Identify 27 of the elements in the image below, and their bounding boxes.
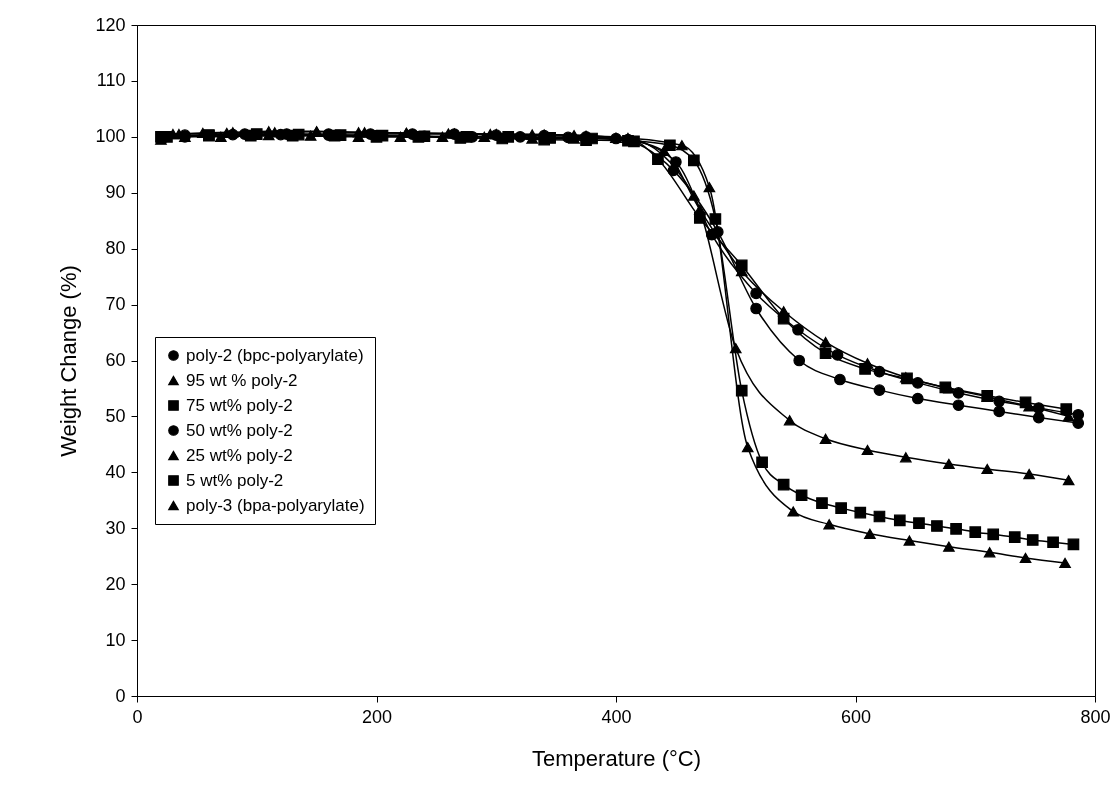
y-tick-label: 0 xyxy=(115,685,126,706)
x-tick-label: 0 xyxy=(132,706,143,727)
y-tick-label: 20 xyxy=(105,573,126,594)
legend-label: 75 wt% poly-2 xyxy=(186,395,293,415)
y-tick-label: 70 xyxy=(105,294,126,315)
x-tick-label: 400 xyxy=(601,706,632,727)
x-tick-label: 600 xyxy=(840,706,872,727)
y-axis-title: Weight Change (%) xyxy=(56,265,82,457)
x-tick-label: 200 xyxy=(361,706,393,727)
legend-label: 5 wt% poly-2 xyxy=(186,470,284,490)
legend-label: 50 wt% poly-2 xyxy=(186,420,293,440)
y-tick-label: 100 xyxy=(95,126,126,147)
y-tick-label: 10 xyxy=(105,629,126,650)
y-tick-label: 30 xyxy=(105,517,126,538)
legend-label: poly-3 (bpa-polyarylate) xyxy=(186,495,365,515)
y-tick-label: 80 xyxy=(105,238,126,259)
y-tick-label: 120 xyxy=(95,14,126,35)
legend-label: 95 wt % poly-2 xyxy=(186,370,298,390)
legend-label: poly-2 (bpc-polyarylate) xyxy=(186,345,364,365)
y-tick-label: 60 xyxy=(105,350,126,370)
x-axis-title: Temperature (°C) xyxy=(532,745,701,771)
y-tick-label: 40 xyxy=(105,461,126,482)
y-tick-label: 110 xyxy=(96,70,126,91)
legend-label: 25 wt% poly-2 xyxy=(186,445,293,465)
x-tick-label: 800 xyxy=(1080,706,1111,727)
y-tick-label: 50 xyxy=(105,405,126,426)
y-tick-label: 90 xyxy=(105,182,126,203)
